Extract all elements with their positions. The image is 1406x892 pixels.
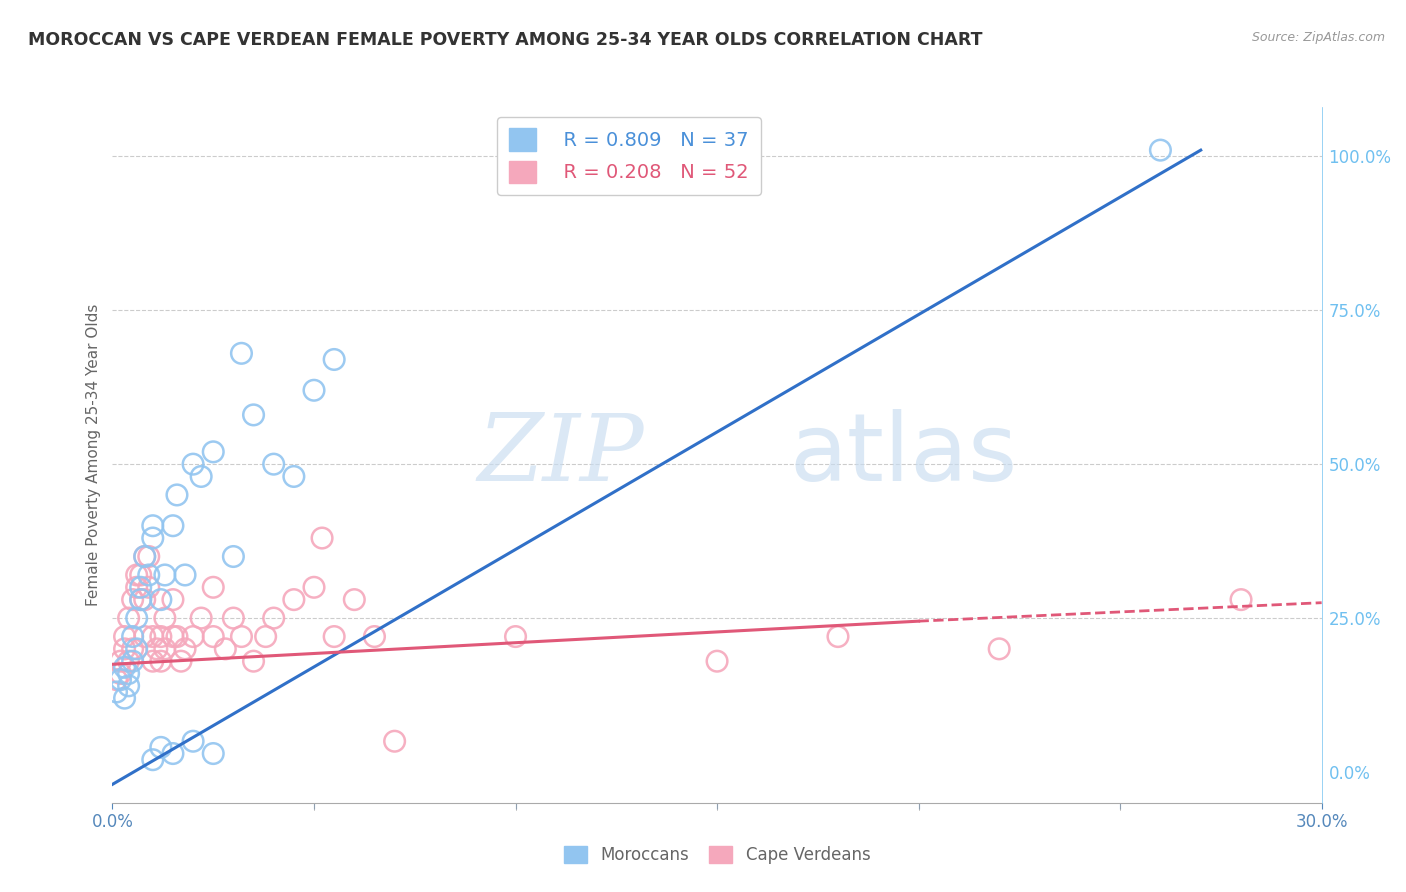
Point xyxy=(142,531,165,545)
Point xyxy=(138,580,160,594)
Point xyxy=(125,641,148,656)
Point xyxy=(138,568,160,582)
Text: ZIP: ZIP xyxy=(478,410,644,500)
Point xyxy=(134,549,156,564)
Point xyxy=(505,630,527,644)
Point xyxy=(181,457,204,471)
Point xyxy=(302,384,325,398)
Point xyxy=(202,445,225,459)
Point xyxy=(166,488,188,502)
Point xyxy=(153,568,176,582)
Point xyxy=(125,568,148,582)
Point xyxy=(190,469,212,483)
Point xyxy=(149,654,172,668)
Point xyxy=(117,654,139,668)
Point xyxy=(146,641,169,656)
Point xyxy=(105,685,128,699)
Point xyxy=(170,654,193,668)
Point xyxy=(129,580,152,594)
Point xyxy=(242,654,264,668)
Y-axis label: Female Poverty Among 25-34 Year Olds: Female Poverty Among 25-34 Year Olds xyxy=(86,304,101,606)
Point xyxy=(827,630,849,644)
Point xyxy=(142,630,165,644)
Point xyxy=(121,592,143,607)
Point xyxy=(202,747,225,761)
Point xyxy=(149,630,172,644)
Text: atlas: atlas xyxy=(790,409,1018,501)
Point xyxy=(129,592,152,607)
Point xyxy=(323,352,346,367)
Point xyxy=(134,630,156,644)
Point xyxy=(302,580,325,594)
Point xyxy=(142,654,165,668)
Point xyxy=(311,531,333,545)
Point xyxy=(149,592,172,607)
Point xyxy=(1149,143,1171,157)
Point xyxy=(114,660,136,674)
Point xyxy=(129,592,152,607)
Point xyxy=(202,580,225,594)
Point xyxy=(222,611,245,625)
Point xyxy=(222,549,245,564)
Point xyxy=(190,611,212,625)
Point xyxy=(263,457,285,471)
Point xyxy=(162,592,184,607)
Point xyxy=(110,673,132,687)
Point xyxy=(117,666,139,681)
Point xyxy=(363,630,385,644)
Point xyxy=(114,630,136,644)
Point xyxy=(153,641,176,656)
Point xyxy=(125,580,148,594)
Text: Source: ZipAtlas.com: Source: ZipAtlas.com xyxy=(1251,31,1385,45)
Point xyxy=(117,679,139,693)
Point xyxy=(121,641,143,656)
Point xyxy=(254,630,277,644)
Point xyxy=(174,568,197,582)
Point xyxy=(181,734,204,748)
Point xyxy=(142,518,165,533)
Point xyxy=(283,592,305,607)
Point xyxy=(166,630,188,644)
Point xyxy=(121,630,143,644)
Point xyxy=(384,734,406,748)
Point xyxy=(181,630,204,644)
Point xyxy=(134,549,156,564)
Point xyxy=(110,666,132,681)
Point xyxy=(114,691,136,706)
Point xyxy=(162,630,184,644)
Point xyxy=(174,641,197,656)
Point xyxy=(134,592,156,607)
Point xyxy=(162,747,184,761)
Point xyxy=(153,611,176,625)
Point xyxy=(323,630,346,644)
Point xyxy=(125,611,148,625)
Point xyxy=(283,469,305,483)
Point xyxy=(110,654,132,668)
Point xyxy=(138,549,160,564)
Point xyxy=(214,641,236,656)
Point xyxy=(129,568,152,582)
Point xyxy=(202,630,225,644)
Point xyxy=(343,592,366,607)
Point xyxy=(105,673,128,687)
Point xyxy=(149,740,172,755)
Point xyxy=(1230,592,1253,607)
Point xyxy=(242,408,264,422)
Point xyxy=(263,611,285,625)
Legend: Moroccans, Cape Verdeans: Moroccans, Cape Verdeans xyxy=(557,839,877,871)
Point xyxy=(706,654,728,668)
Point xyxy=(988,641,1011,656)
Point xyxy=(231,630,253,644)
Point xyxy=(117,611,139,625)
Text: MOROCCAN VS CAPE VERDEAN FEMALE POVERTY AMONG 25-34 YEAR OLDS CORRELATION CHART: MOROCCAN VS CAPE VERDEAN FEMALE POVERTY … xyxy=(28,31,983,49)
Point xyxy=(142,753,165,767)
Point xyxy=(231,346,253,360)
Point xyxy=(162,518,184,533)
Point xyxy=(121,654,143,668)
Point xyxy=(114,641,136,656)
